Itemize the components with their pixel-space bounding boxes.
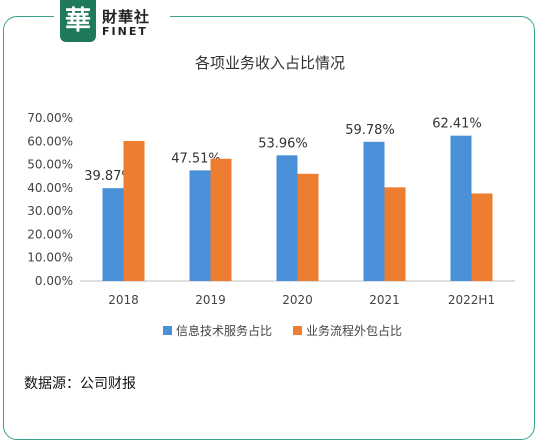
y-tick-label: 20.00% — [27, 227, 73, 241]
bar-series-2 — [297, 173, 319, 281]
y-tick-label: 40.00% — [27, 181, 73, 195]
bar-series-1 — [189, 170, 211, 281]
bar-series-2 — [471, 193, 493, 281]
bar-series-2 — [123, 140, 145, 281]
x-tick-label: 2018 — [108, 293, 139, 307]
chart-frame — [3, 16, 535, 440]
y-tick-label: 70.00% — [27, 111, 73, 125]
data-label: 62.41% — [432, 117, 482, 132]
chart-title: 各项业务收入占比情况 — [195, 54, 345, 72]
legend-swatch-2 — [293, 326, 302, 335]
bar-series-2 — [210, 158, 232, 281]
legend-label: 业务流程外包占比 — [306, 323, 402, 338]
y-tick-label: 60.00% — [27, 134, 73, 148]
y-tick-label: 30.00% — [27, 204, 73, 218]
x-tick-label: 2019 — [195, 293, 226, 307]
y-tick-label: 50.00% — [27, 158, 73, 172]
logo-chinese-name: 財華社 — [102, 8, 151, 26]
y-tick-label: 10.00% — [27, 251, 73, 265]
x-tick-label: 2020 — [282, 293, 313, 307]
data-source-note: 数据源：公司财报 — [24, 376, 136, 392]
data-label: 47.51% — [171, 151, 221, 166]
legend-swatch-1 — [163, 326, 172, 335]
bar-series-1 — [363, 141, 385, 281]
bar-series-1 — [102, 188, 124, 281]
legend-label: 信息技术服务占比 — [176, 323, 272, 338]
y-tick-label: 0.00% — [35, 274, 73, 288]
logo-english-name: FINET — [102, 25, 148, 38]
x-tick-label: 2022H1 — [448, 293, 495, 307]
data-label: 39.87% — [84, 169, 134, 184]
data-label: 59.78% — [345, 123, 395, 138]
x-tick-label: 2021 — [369, 293, 400, 307]
finet-logo: 華 財華社 FINET — [54, 0, 170, 44]
logo-badge: 華 — [60, 0, 96, 42]
bar-series-1 — [450, 135, 472, 281]
bar-series-2 — [384, 187, 406, 281]
data-label: 53.96% — [258, 136, 308, 151]
bar-series-1 — [276, 155, 298, 281]
